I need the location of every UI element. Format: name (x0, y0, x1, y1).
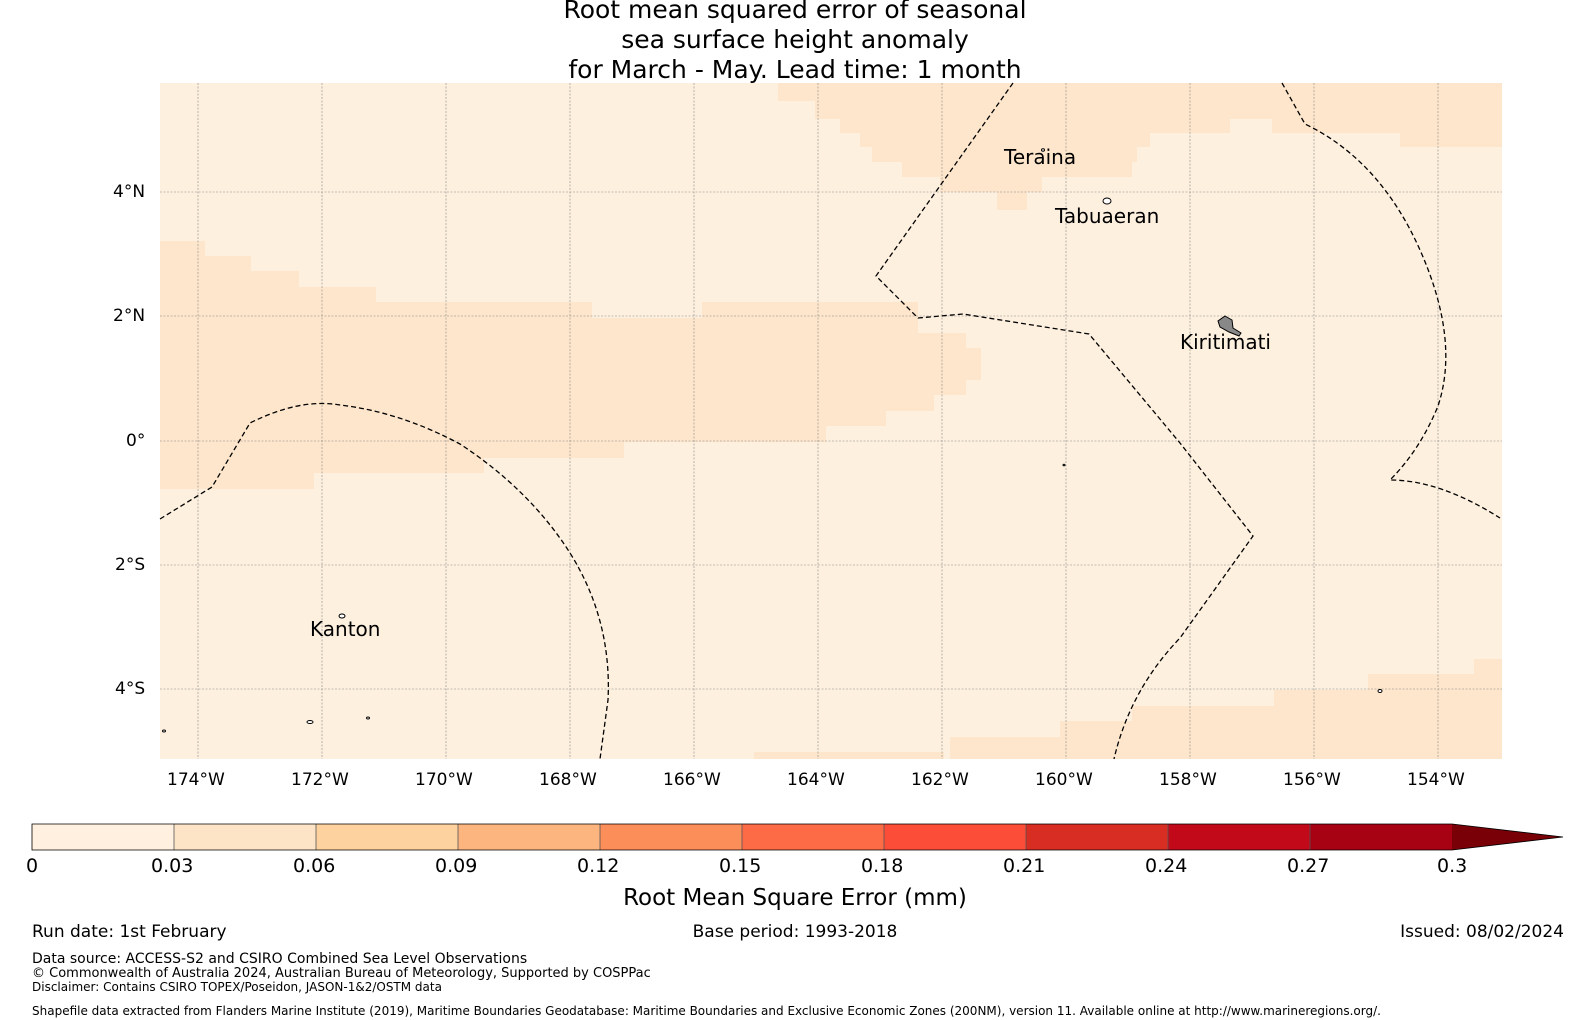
lon-tick-label: 172°W (291, 770, 349, 790)
lat-tick-label: 0° (126, 431, 146, 451)
lon-tick-label: 158°W (1159, 770, 1217, 790)
place-label-tabuaeran: Tabuaeran (1055, 204, 1160, 228)
lon-tick-label: 170°W (415, 770, 473, 790)
lat-tick-label: 4°N (113, 182, 146, 202)
colorbar-extend-arrow (1452, 824, 1563, 850)
chart-title: Root mean squared error of seasonal sea … (0, 0, 1590, 85)
colorbar-segment (32, 824, 174, 850)
colorbar-tick-label: 0.27 (1287, 855, 1330, 877)
lon-tick-label: 160°W (1035, 770, 1093, 790)
lon-tick-label: 166°W (663, 770, 721, 790)
colorbar-tick-label: 0.09 (435, 855, 478, 877)
place-label-kanton: Kanton (310, 617, 381, 641)
eez-boundaries (159, 82, 1501, 760)
rmse-field-patches (160, 83, 1502, 759)
colorbar-segment (1310, 824, 1452, 850)
issued-date: Issued: 08/02/2024 (1400, 922, 1564, 942)
colorbar-segment (316, 824, 458, 850)
colorbar-tick-label: 0.12 (577, 855, 620, 877)
colorbar-segment (174, 824, 316, 850)
lon-tick-label: 174°W (167, 770, 225, 790)
teraina-island-shape (1041, 148, 1045, 152)
islands (162, 148, 1383, 733)
title-line-1: Root mean squared error of seasonal (563, 0, 1027, 24)
lat-tick-label: 4°S (115, 679, 146, 699)
run-date: Run date: 1st February (32, 922, 227, 942)
lat-tick-label: 2°N (113, 306, 146, 326)
lat-tick-label: 2°S (115, 555, 146, 575)
kanton-island-shape (338, 613, 346, 619)
lon-tick-label: 154°W (1407, 770, 1465, 790)
colorbar (31, 823, 1564, 851)
lon-tick-label: 164°W (787, 770, 845, 790)
colorbar-tick-label: 0.03 (151, 855, 194, 877)
colorbar-segment (742, 824, 884, 850)
place-label-teraina: Teraina (1004, 145, 1077, 169)
lon-tick-label: 168°W (539, 770, 597, 790)
colorbar-segment (884, 824, 1026, 850)
colorbar-tick-label: 0.06 (293, 855, 336, 877)
colorbar-segment (600, 824, 742, 850)
kiritimati-island-shape (1217, 315, 1242, 337)
lon-tick-label: 156°W (1283, 770, 1341, 790)
lon-tick-label: 162°W (911, 770, 969, 790)
data-source: Data source: ACCESS-S2 and CSIRO Combine… (32, 951, 528, 967)
copyright: © Commonwealth of Australia 2024, Austra… (32, 966, 651, 981)
title-line-3: for March - May. Lead time: 1 month (568, 55, 1022, 84)
colorbar-tick-label: 0 (26, 855, 39, 877)
colorbar-tick-label: 0.15 (719, 855, 762, 877)
graticule (160, 83, 1502, 759)
title-line-2: sea surface height anomaly (621, 25, 969, 54)
colorbar-segment (1026, 824, 1168, 850)
tabuaeran-island-shape (1102, 197, 1112, 205)
colorbar-segment (458, 824, 600, 850)
place-label-kiritimati: Kiritimati (1180, 330, 1271, 354)
colorbar-axis-label: Root Mean Square Error (mm) (623, 885, 967, 911)
colorbar-tick-label: 0.18 (861, 855, 904, 877)
colorbar-segment (1168, 824, 1310, 850)
disclaimer: Disclaimer: Contains CSIRO TOPEX/Poseido… (32, 980, 442, 994)
colorbar-tick-label: 0.21 (1003, 855, 1046, 877)
base-period: Base period: 1993-2018 (692, 922, 898, 942)
shapefile-credit: Shapefile data extracted from Flanders M… (32, 1004, 1381, 1018)
colorbar-tick-label: 0.3 (1437, 855, 1468, 877)
colorbar-tick-label: 0.24 (1145, 855, 1188, 877)
